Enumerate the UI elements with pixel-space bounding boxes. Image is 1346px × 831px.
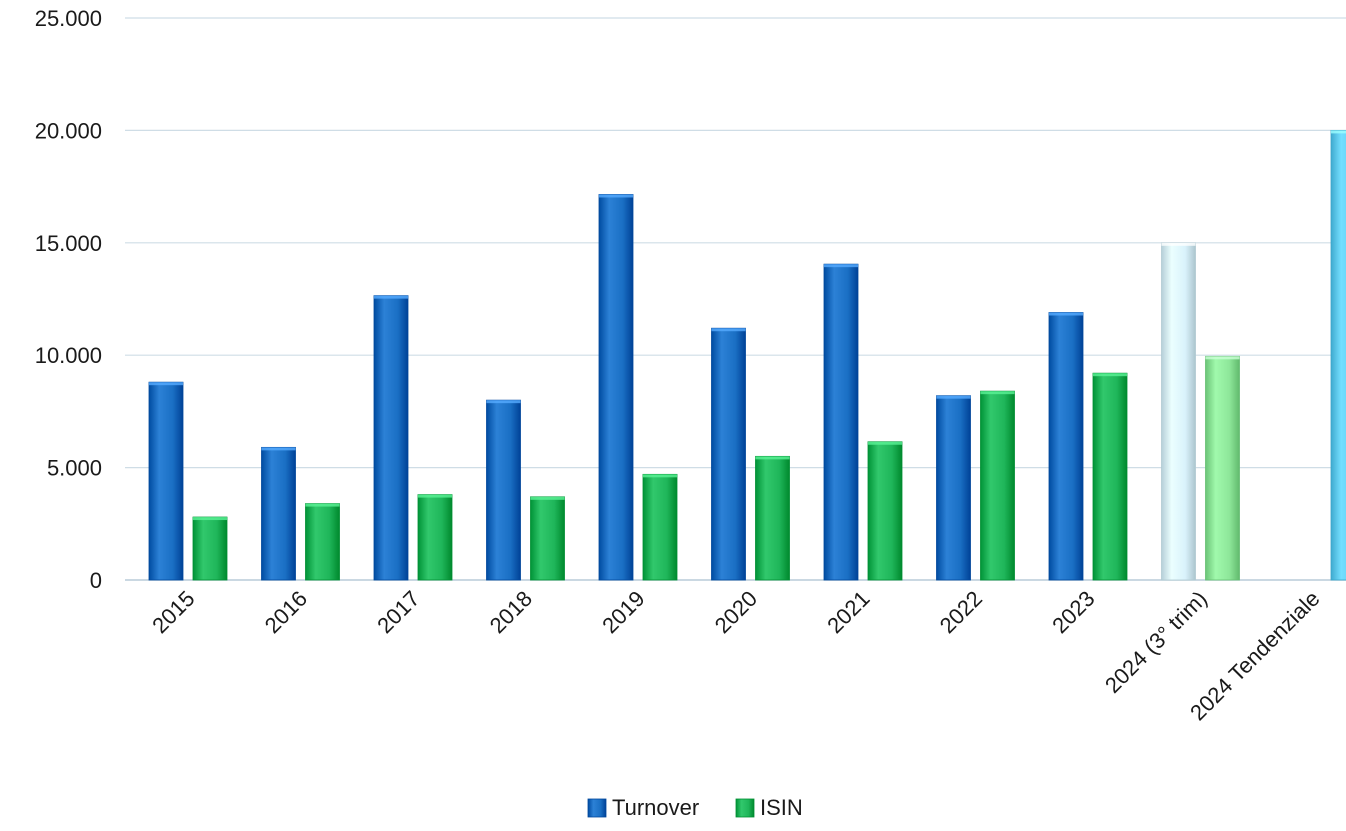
bar-turnover-2023 [1048, 312, 1084, 581]
x-tick-label: 2017 [372, 586, 424, 638]
y-tick-label: 25.000 [35, 6, 102, 31]
bar-isin-2024-3-trim- [1205, 355, 1240, 581]
y-tick-label: 20.000 [35, 118, 102, 143]
legend-swatch [587, 798, 607, 818]
x-tick-label: 2024 (3° trim) [1100, 586, 1212, 698]
x-tick-label: 2023 [1047, 586, 1099, 638]
bar-turnover-2024-3-trim- [1161, 242, 1196, 581]
bar-isin-2016 [305, 503, 340, 581]
legend-label: ISIN [760, 795, 803, 820]
x-tick-label: 2020 [710, 586, 762, 638]
bar-turnover-2020 [711, 327, 746, 581]
legend-swatch [735, 798, 755, 818]
legend: Turnover ISIN [587, 795, 803, 820]
bar-isin-2015 [192, 516, 228, 581]
x-tick-label: 2022 [935, 586, 987, 638]
bar-turnover-2021 [823, 263, 859, 581]
bar-turnover-2015 [148, 381, 184, 581]
bar-isin-2023 [1092, 372, 1128, 581]
bar-isin-2018 [530, 496, 565, 581]
y-axis-tick-labels: 0 5.000 10.000 15.000 20.000 25.000 [35, 6, 102, 593]
bars [148, 129, 1346, 581]
bar-isin-2022 [980, 390, 1015, 581]
x-tick-label: 2015 [147, 586, 199, 638]
bar-turnover-2022 [936, 395, 971, 581]
bar-isin-2017 [417, 494, 453, 581]
legend-item-isin: ISIN [735, 795, 803, 820]
x-tick-label: 2016 [260, 586, 312, 638]
y-tick-label: 15.000 [35, 231, 102, 256]
x-tick-label: 2021 [822, 586, 874, 638]
y-tick-label: 0 [90, 568, 102, 593]
y-tick-label: 10.000 [35, 343, 102, 368]
x-tick-label: 2019 [597, 586, 649, 638]
bar-isin-2019 [642, 473, 678, 581]
bar-turnover-2016 [261, 446, 296, 581]
x-tick-label: 2018 [485, 586, 537, 638]
y-tick-label: 5.000 [47, 456, 102, 481]
bar-isin-2021 [867, 441, 903, 581]
legend-label: Turnover [612, 795, 699, 820]
bar-turnover-2018 [486, 399, 521, 581]
bar-isin-2020 [755, 455, 790, 581]
bar-turnover-2019 [598, 194, 634, 581]
bar-turnover-2017 [373, 295, 409, 581]
bar-turnover-2024-tendenziale [1330, 129, 1346, 581]
legend-item-turnover: Turnover [587, 795, 699, 820]
x-axis-tick-labels: 2015 2016 2017 2018 2019 2020 2021 2022 2023 2024… [147, 586, 1324, 725]
